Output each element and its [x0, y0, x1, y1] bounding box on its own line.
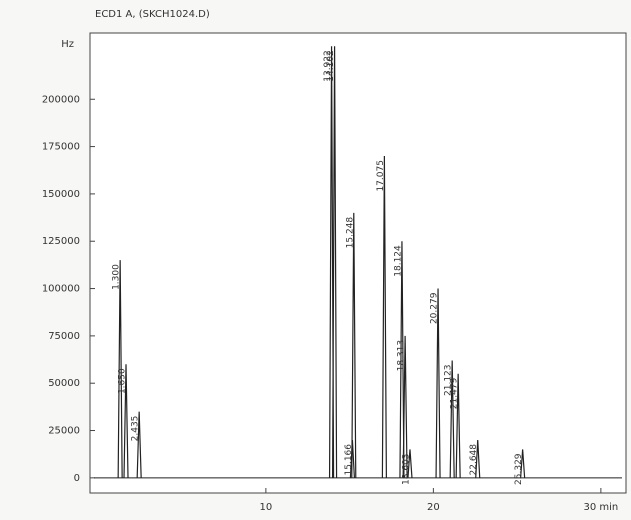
peak-label: 18.603 — [401, 453, 411, 485]
peak-label: 22.648 — [469, 444, 479, 476]
peak-label: 2.435 — [131, 416, 141, 442]
y-tick-label: 200000 — [42, 94, 80, 105]
peak — [331, 46, 338, 478]
peak-label: 18.124 — [393, 245, 403, 277]
peak — [520, 449, 526, 478]
peak-label: 1.650 — [118, 368, 128, 394]
peak-label: 15.248 — [345, 217, 355, 249]
y-tick-label: 75000 — [48, 331, 80, 342]
y-tick-label: 0 — [74, 473, 80, 484]
y-axis-unit: Hz — [61, 39, 74, 50]
peak-label: 21.479 — [450, 377, 460, 409]
peak — [351, 212, 357, 478]
peak-label: 14.102 — [326, 50, 336, 82]
peak — [117, 260, 123, 478]
peak — [402, 335, 408, 478]
peak — [407, 449, 413, 478]
y-tick-label: 50000 — [48, 378, 80, 389]
peak-label: 15.166 — [344, 444, 354, 476]
peak-label: 17.075 — [376, 160, 386, 192]
peak — [136, 411, 142, 478]
peak-label: 18.313 — [397, 340, 407, 372]
plot-frame — [89, 32, 627, 494]
peak-label: 25.329 — [514, 453, 524, 485]
chart-title: ECD1 A, (SKCH1024.D) — [95, 9, 210, 20]
peak-label: 21.123 — [444, 364, 454, 396]
peak — [399, 241, 405, 478]
peak — [435, 288, 441, 478]
peak — [455, 373, 461, 478]
y-tick-label: 150000 — [42, 189, 80, 200]
peak-label: 13.922 — [323, 50, 333, 82]
x-tick-label: 20 — [427, 502, 440, 513]
peak — [449, 360, 455, 478]
peak — [475, 439, 481, 478]
y-tick-label: 100000 — [42, 284, 80, 295]
peak-label: 20.279 — [430, 292, 440, 324]
peak-label: 1.300 — [112, 264, 122, 290]
peak — [123, 364, 129, 478]
y-tick-label: 125000 — [42, 236, 80, 247]
y-tick-label: 175000 — [42, 142, 80, 153]
peak — [381, 156, 387, 478]
y-tick-label: 25000 — [48, 426, 80, 437]
x-tick-label: 10 — [260, 502, 273, 513]
x-tick-label: 30 min — [583, 502, 618, 513]
